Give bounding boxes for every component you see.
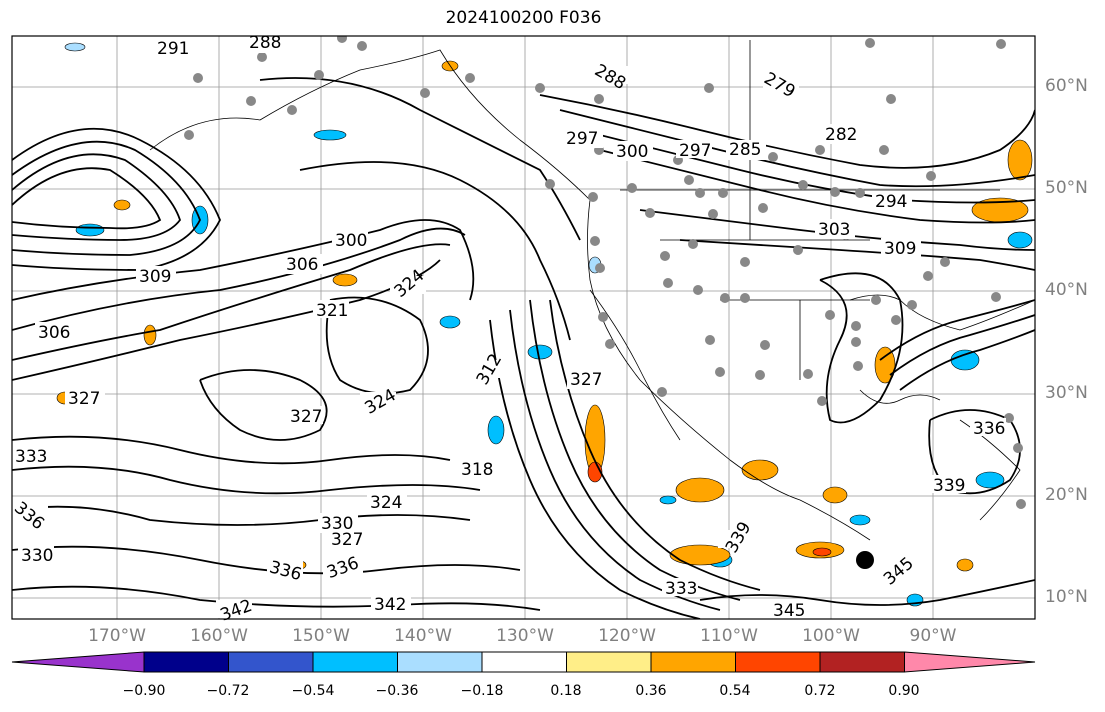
colorbar-swatch — [819, 651, 905, 673]
contour-label: 324 — [370, 493, 402, 513]
colorbar-swatch — [228, 651, 314, 673]
colorbar-tick-label: 0.90 — [888, 683, 920, 699]
contour-label: 297 — [566, 129, 598, 149]
contour-label: 333 — [15, 447, 47, 467]
contour-label: 333 — [665, 579, 697, 599]
colorbar-swatch — [312, 651, 398, 673]
contour-label: 297 — [679, 141, 711, 161]
contour-label: 321 — [316, 301, 348, 321]
contour-label: 309 — [884, 239, 916, 259]
latitude-label: 60°N — [1045, 76, 1088, 96]
longitude-label: 100°W — [802, 626, 860, 646]
longitude-label: 130°W — [496, 626, 554, 646]
longitude-label: 120°W — [598, 626, 656, 646]
colorbar-extend-high — [904, 651, 1036, 673]
longitude-label: 90°W — [909, 626, 957, 646]
colorbar-tick-label: 0.36 — [635, 683, 667, 699]
colorbar-tick-label: 0.18 — [550, 683, 582, 699]
colorbar — [11, 651, 1036, 673]
longitude-label: 150°W — [292, 626, 350, 646]
contour-label: 300 — [616, 142, 648, 162]
colorbar-swatch — [397, 651, 483, 673]
storm-marker — [856, 551, 874, 569]
contour-label: 342 — [374, 595, 406, 615]
contour-label: 336 — [973, 419, 1005, 439]
map-panel — [12, 36, 1035, 619]
longitude-label: 160°W — [190, 626, 248, 646]
contour-label: 330 — [21, 546, 53, 566]
contour-label: 327 — [68, 389, 100, 409]
colorbar-swatch — [650, 651, 736, 673]
colorbar-swatch — [735, 651, 821, 673]
contour-label: 306 — [286, 255, 318, 275]
colorbar-swatch — [143, 651, 229, 673]
contour-label: 309 — [139, 267, 171, 287]
contour-label: 327 — [331, 530, 363, 550]
map-title: 2024100200 F036 — [445, 8, 602, 28]
contour-label: 318 — [461, 460, 493, 480]
colorbar-extend-low — [11, 651, 145, 673]
contour-label: 303 — [818, 220, 850, 240]
contour-label: 306 — [38, 323, 70, 343]
colorbar-tick-label: −0.36 — [375, 683, 419, 699]
colorbar-tick-label: −0.54 — [291, 683, 335, 699]
colorbar-swatch — [566, 651, 652, 673]
contour-label: 327 — [290, 407, 322, 427]
colorbar-tick-label: −0.18 — [460, 683, 504, 699]
map-frame — [11, 35, 1036, 620]
colorbar-tick-label: 0.72 — [804, 683, 836, 699]
latitude-label: 10°N — [1045, 587, 1088, 607]
contour-label: 300 — [335, 231, 367, 251]
contour-label: 339 — [933, 476, 965, 496]
latitude-label: 40°N — [1045, 280, 1088, 300]
latitude-label: 50°N — [1045, 178, 1088, 198]
colorbar-swatch — [481, 651, 567, 673]
longitude-label: 170°W — [88, 626, 146, 646]
contour-label: 330 — [321, 514, 353, 534]
contour-label: 288 — [249, 33, 281, 53]
contour-label: 282 — [825, 125, 857, 145]
colorbar-tick-label: 0.54 — [719, 683, 751, 699]
colorbar-tick-label: −0.72 — [206, 683, 250, 699]
longitude-label: 140°W — [394, 626, 452, 646]
contour-label: 327 — [570, 370, 602, 390]
contour-label: 291 — [157, 39, 189, 59]
contour-label: 345 — [773, 601, 805, 621]
contour-label: 294 — [875, 192, 907, 212]
longitude-label: 110°W — [700, 626, 758, 646]
contour-label: 285 — [729, 140, 761, 160]
colorbar-tick-label: −0.90 — [122, 683, 166, 699]
latitude-label: 30°N — [1045, 383, 1088, 403]
latitude-label: 20°N — [1045, 485, 1088, 505]
